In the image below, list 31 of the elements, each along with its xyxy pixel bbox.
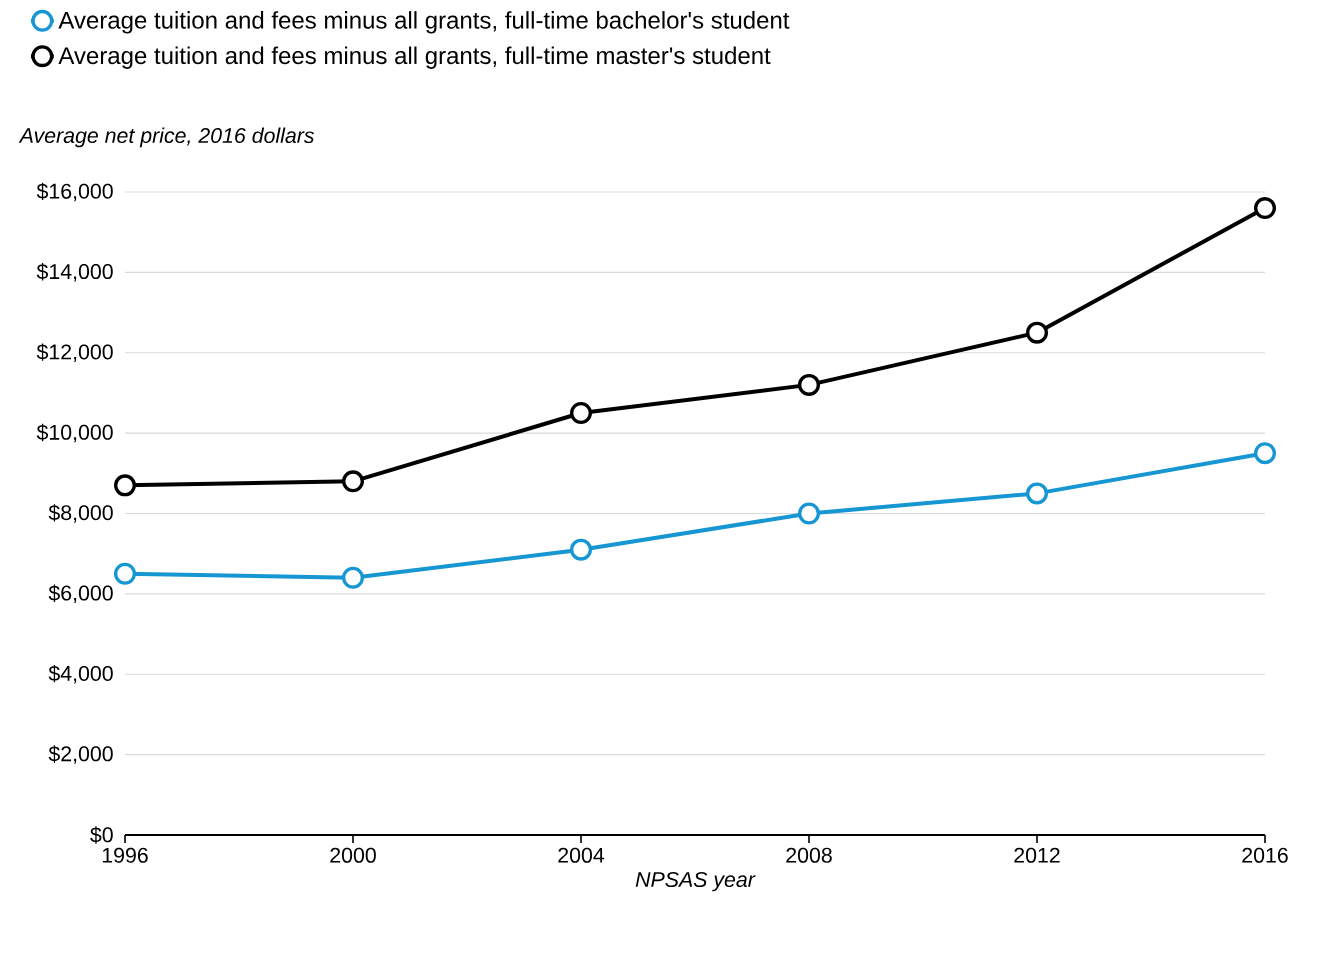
x-tick-label: 2016 (1242, 847, 1288, 863)
y-tick-label: $12,000 (36, 343, 113, 362)
legend-label: Average tuition and fees minus all grants, full-time bachelor's student (58, 11, 790, 34)
point (1026, 482, 1049, 505)
x-tick-label: 1996 (102, 847, 148, 863)
point (342, 566, 365, 589)
x-tick-label: 2000 (330, 847, 376, 863)
x-tick-label: 2004 (558, 847, 605, 863)
point (114, 474, 137, 497)
y-tick-label: $8,000 (48, 504, 113, 523)
point (798, 502, 821, 525)
y-tick-label: $6,000 (48, 584, 113, 604)
point (570, 538, 593, 561)
point (114, 562, 137, 585)
point (1254, 442, 1277, 465)
y-tick-label: $4,000 (48, 664, 113, 684)
point (1254, 197, 1277, 220)
x-axis-title: NPSAS year (635, 871, 756, 892)
point (570, 402, 593, 425)
y-axis-title: Average net price, 2016 dollars (18, 127, 315, 148)
point (342, 470, 365, 493)
y-tick-label: $10,000 (36, 423, 113, 443)
x-tick-label: 2008 (786, 847, 832, 863)
y-tick-label: $0 (90, 826, 113, 844)
legend-label: Average tuition and fees minus all grants, full-time master's student (58, 46, 771, 69)
point (798, 373, 821, 396)
y-tick-label: $2,000 (48, 745, 113, 764)
y-tick-label: $14,000 (36, 263, 113, 282)
x-tick-label: 2012 (1014, 847, 1060, 863)
point (1026, 321, 1049, 344)
y-tick-label: $16,000 (36, 182, 113, 202)
